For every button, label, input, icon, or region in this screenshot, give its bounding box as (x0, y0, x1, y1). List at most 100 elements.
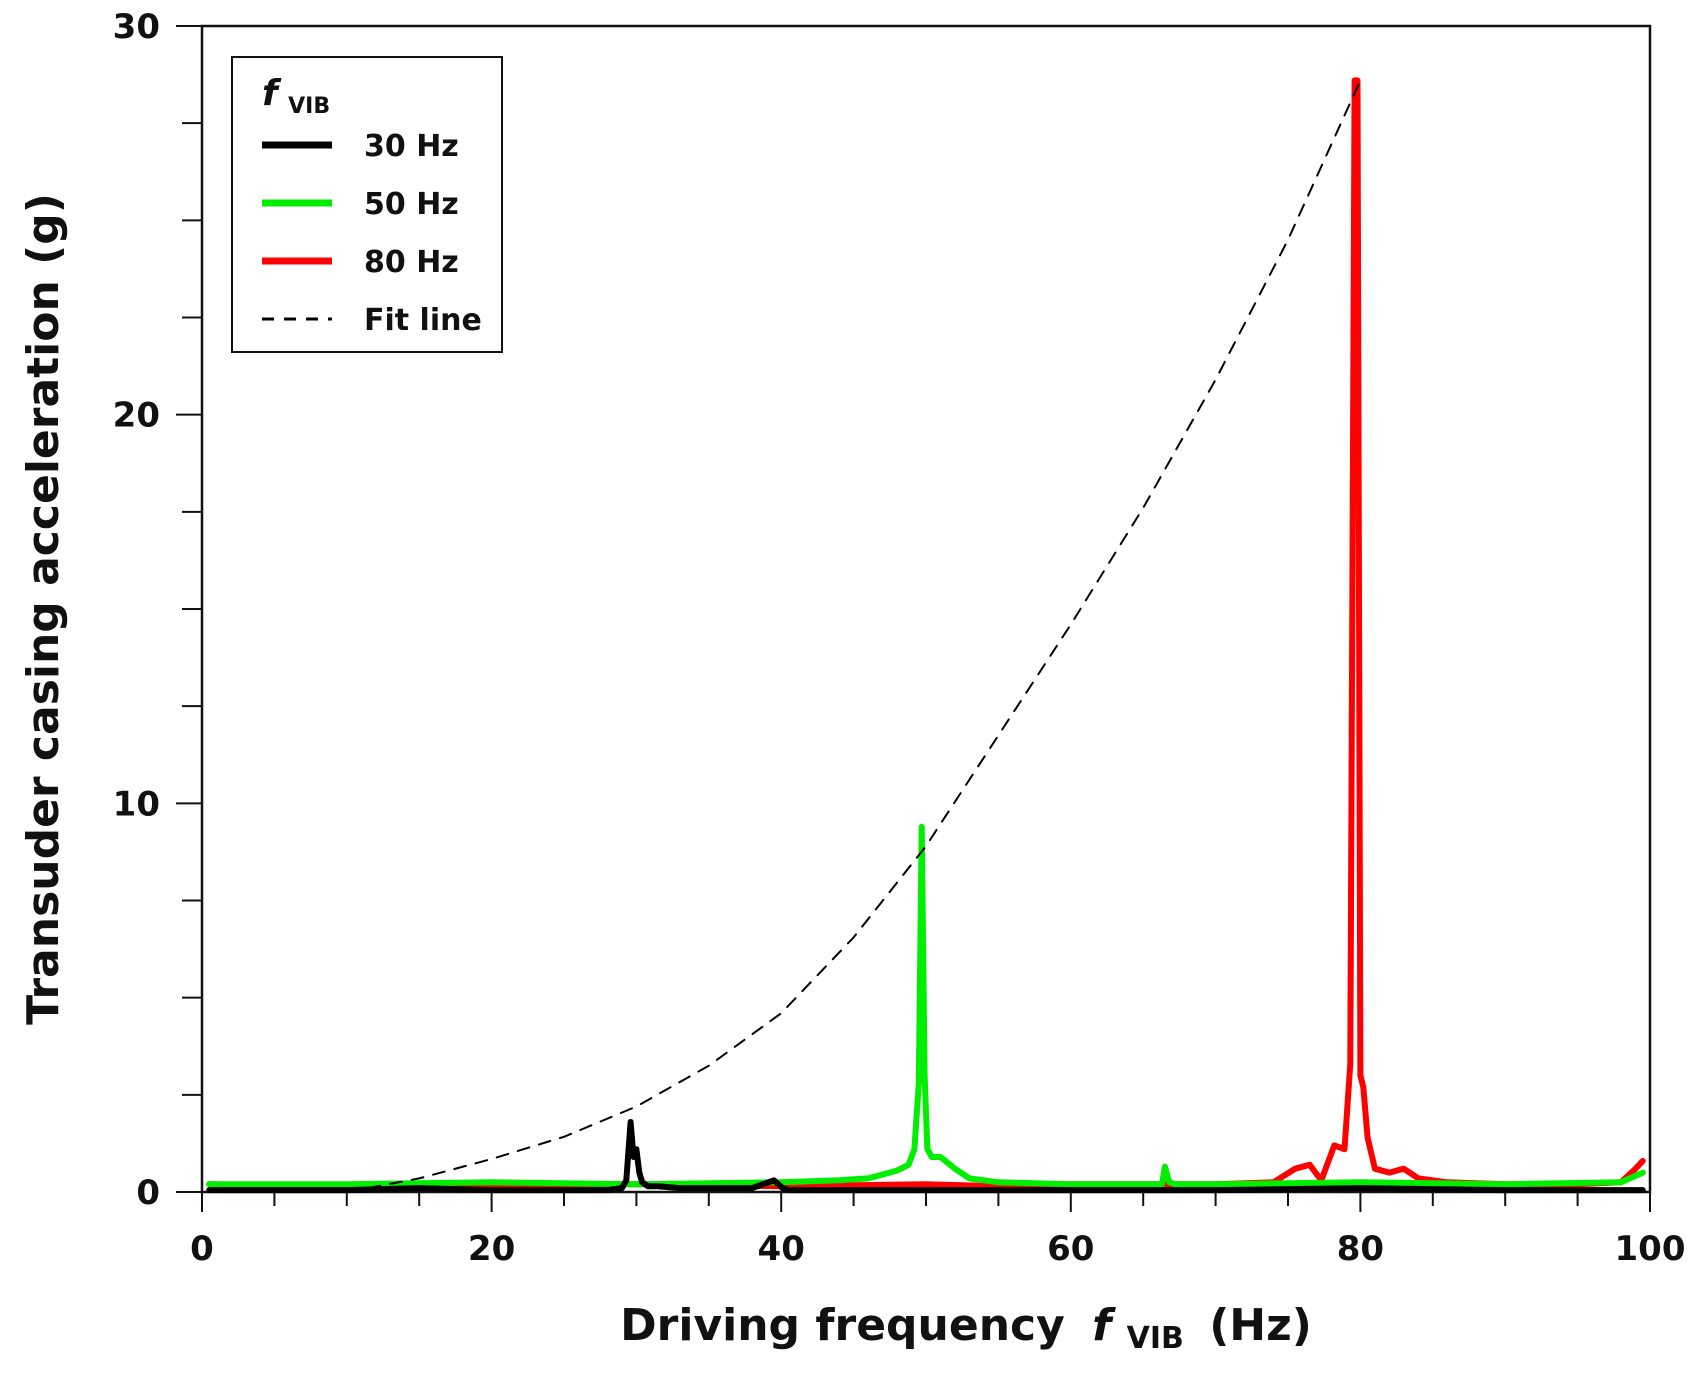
data-point (1214, 1188, 1218, 1192)
data-point (866, 1176, 870, 1180)
data-point (930, 1155, 934, 1159)
data-point (629, 1120, 633, 1124)
x-tick-label: 80 (1337, 1229, 1384, 1269)
data-point (967, 1176, 971, 1180)
data-point (1141, 1182, 1145, 1186)
legend-label: 30 Hz (364, 129, 459, 164)
data-point (1373, 1167, 1377, 1171)
x-axis-title-symbol: f (1092, 1300, 1116, 1351)
data-point (776, 1182, 780, 1186)
data-point (1358, 1186, 1362, 1190)
legend-items: 30 Hz 50 Hz 80 Hz Fit line (262, 129, 482, 338)
series-line-fit-line (345, 79, 1362, 1193)
data-point (881, 1173, 885, 1177)
data-point (1173, 1182, 1177, 1186)
data-point (907, 1163, 911, 1167)
data-point (924, 1188, 928, 1192)
series-layer (206, 77, 1646, 1194)
x-tick-label: 100 (1615, 1229, 1686, 1269)
data-point (1167, 1180, 1171, 1184)
x-axis-title: Driving frequency f VIB (Hz) (620, 1300, 1312, 1359)
data-point (1634, 1167, 1638, 1171)
data-point (1402, 1167, 1406, 1171)
data-point (1356, 78, 1360, 82)
data-point (207, 1188, 211, 1192)
data-point (1361, 1085, 1365, 1089)
series-line-50-hz (206, 823, 1646, 1188)
y-axis-ticks: 0 10 20 30 (113, 7, 202, 1213)
data-point (1641, 1159, 1645, 1163)
y-tick-label: 10 (113, 784, 160, 824)
data-point (837, 1178, 841, 1182)
y-tick-label: 0 (136, 1173, 160, 1213)
y-tick-label: 30 (113, 7, 160, 47)
data-point (938, 1155, 942, 1159)
legend-title: f VIB (262, 73, 330, 119)
y-tick-label: 20 (113, 396, 160, 436)
legend-title-subscript: VIB (288, 94, 330, 119)
legend-label: 80 Hz (364, 245, 459, 280)
data-point (272, 1188, 276, 1192)
x-axis-title-subscript: VIB (1127, 1321, 1184, 1356)
data-point (620, 1186, 624, 1190)
data-point (1069, 1182, 1073, 1186)
data-point (1503, 1188, 1507, 1192)
data-point (925, 1147, 929, 1151)
data-point (640, 1180, 644, 1184)
data-point (1293, 1167, 1297, 1171)
data-point (1069, 1188, 1073, 1192)
data-point (750, 1186, 754, 1190)
data-point (345, 1182, 349, 1186)
data-point (852, 1188, 856, 1192)
legend-title-symbol: f (262, 73, 282, 114)
data-point (207, 1182, 211, 1186)
data-point (605, 1188, 609, 1192)
data-point (1619, 1180, 1623, 1184)
x-axis-ticks: 0 20 40 60 80 100 (190, 1192, 1685, 1269)
data-point (1358, 1073, 1362, 1077)
x-tick-label: 60 (1047, 1229, 1094, 1269)
data-point (786, 1188, 790, 1192)
data-point (1308, 1163, 1312, 1167)
series-line-30-hz (206, 1119, 1646, 1194)
data-point (924, 1182, 928, 1186)
data-point (1342, 1147, 1346, 1151)
data-point (996, 1184, 1000, 1188)
legend-label: Fit line (364, 303, 482, 338)
x-tick-label: 0 (190, 1229, 214, 1269)
data-point (1163, 1165, 1167, 1169)
legend: f VIB 30 Hz 50 Hz 80 Hz Fit line (231, 56, 503, 353)
data-point (417, 1186, 421, 1190)
data-point (920, 825, 924, 829)
data-point (917, 1081, 921, 1085)
legend-label: 50 Hz (364, 187, 459, 222)
data-point (1332, 1143, 1336, 1147)
data-point (490, 1180, 494, 1184)
x-tick-label: 40 (758, 1229, 805, 1269)
data-point (1358, 1180, 1362, 1184)
data-point (632, 1155, 636, 1159)
data-point (1503, 1182, 1507, 1186)
data-point (646, 1184, 650, 1188)
data-point (781, 1186, 785, 1190)
x-axis-title-unit: (Hz) (1209, 1300, 1312, 1351)
x-tick-label: 20 (468, 1229, 515, 1269)
data-point (1160, 1182, 1164, 1186)
data-point (923, 1073, 927, 1077)
legend-box (231, 56, 503, 353)
data-point (656, 1184, 660, 1188)
data-point (1641, 1188, 1645, 1192)
data-point (637, 1171, 641, 1175)
data-point (707, 1186, 711, 1190)
data-point (996, 1180, 1000, 1184)
data-point (895, 1169, 899, 1173)
data-point (490, 1188, 494, 1192)
data-point (1366, 1136, 1370, 1140)
data-point (345, 1188, 349, 1192)
y-axis-title: Transuder casing acceleration (g) (18, 193, 69, 1025)
x-axis-title-text: Driving frequency (620, 1300, 1065, 1351)
data-point (634, 1147, 638, 1151)
data-point (1387, 1171, 1391, 1175)
data-point (1416, 1176, 1420, 1180)
